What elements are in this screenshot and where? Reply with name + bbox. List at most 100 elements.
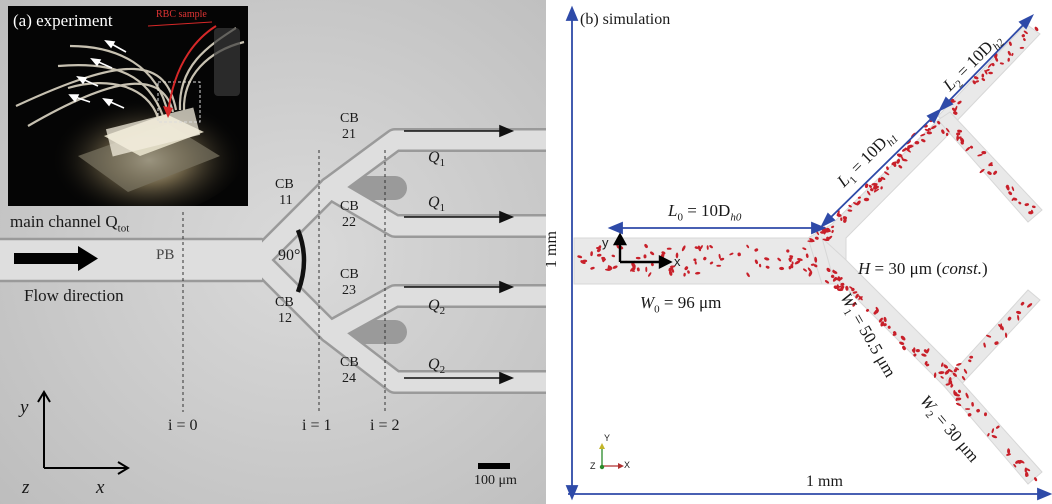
rbc-cell bbox=[802, 247, 807, 250]
rbc-cell bbox=[703, 256, 707, 261]
rbc-cell bbox=[706, 245, 709, 250]
setup-photo bbox=[8, 6, 248, 206]
rbc-cell bbox=[791, 261, 794, 265]
rbc-cell bbox=[1004, 332, 1008, 338]
rbc-cell bbox=[914, 140, 920, 145]
rbc-cell bbox=[1007, 316, 1012, 321]
main-channel-label: main channel Qtot bbox=[10, 212, 130, 235]
rbc-cell bbox=[973, 76, 979, 80]
rbc-cell bbox=[988, 162, 993, 167]
rbc-cell bbox=[991, 428, 995, 434]
rbc-cell bbox=[693, 258, 697, 262]
rbc-cell bbox=[1023, 30, 1028, 35]
angle-label: 90° bbox=[278, 247, 301, 264]
rbc-cell bbox=[758, 263, 762, 268]
rbc-cell bbox=[972, 80, 976, 85]
rbc-cell bbox=[826, 267, 831, 273]
rbc-cell bbox=[991, 435, 998, 439]
rbc-cell bbox=[813, 264, 818, 268]
rbc-cell bbox=[924, 361, 928, 365]
rbc-cell bbox=[953, 111, 958, 115]
rbc-cell bbox=[953, 368, 958, 373]
rbc-cell bbox=[590, 251, 593, 257]
cb22-label: CB 22 bbox=[340, 199, 359, 230]
rbc-cell bbox=[965, 408, 971, 410]
rbc-cell bbox=[1011, 52, 1014, 57]
rbc-cell bbox=[777, 257, 782, 262]
rbc-cell bbox=[995, 57, 999, 62]
local-y-label: y bbox=[602, 235, 609, 250]
rbc-cell bbox=[709, 261, 714, 265]
rbc-cell bbox=[827, 228, 831, 233]
rbc-cell bbox=[849, 286, 853, 290]
simulation-panel: (b) simulation L0 = 10Dh0 L1 = 10Dh1 L2 … bbox=[546, 0, 1052, 504]
rbc-cell bbox=[954, 393, 960, 397]
rbc-cell bbox=[931, 125, 937, 130]
flow-q2-lower: Q2 bbox=[428, 356, 446, 377]
rbc-cell bbox=[981, 151, 987, 155]
flow-q2-upper: Q2 bbox=[428, 297, 446, 318]
rbc-cell bbox=[1026, 468, 1031, 472]
scale-bar bbox=[478, 463, 510, 469]
rbc-cell bbox=[915, 349, 920, 353]
simulation-label: (b) simulation bbox=[580, 11, 671, 28]
rbc-cell bbox=[975, 80, 980, 83]
local-x-label: x bbox=[674, 254, 681, 269]
rbc-cell bbox=[871, 182, 878, 186]
rbc-cell bbox=[635, 256, 641, 260]
pb-label: PB bbox=[156, 247, 175, 263]
red-blood-cells bbox=[577, 26, 1039, 482]
rbc-cell bbox=[1021, 34, 1025, 38]
rbc-cell bbox=[1011, 186, 1015, 192]
rbc-cell bbox=[840, 282, 845, 287]
rbc-cell bbox=[892, 162, 896, 166]
rbc-cell bbox=[979, 168, 985, 174]
rbc-cell bbox=[1024, 467, 1028, 473]
rbc-cell bbox=[847, 209, 853, 212]
rbc-cell bbox=[863, 197, 870, 202]
rbc-cell bbox=[987, 171, 992, 175]
axis-z-label: z bbox=[22, 477, 30, 498]
rbc-cell bbox=[837, 288, 844, 292]
rbc-cell bbox=[926, 131, 932, 135]
rbc-cell bbox=[951, 100, 956, 103]
rbc-cell bbox=[700, 245, 703, 250]
rbc-cell bbox=[650, 251, 655, 256]
rbc-cell bbox=[940, 376, 944, 379]
rbc-cell bbox=[874, 189, 877, 193]
rbc-cell bbox=[981, 73, 985, 78]
rbc-cell bbox=[790, 264, 794, 269]
rbc-cell bbox=[941, 129, 945, 134]
flow-direction-arrow-icon bbox=[14, 246, 98, 271]
rbc-cell bbox=[924, 128, 930, 132]
rbc-cell bbox=[852, 301, 857, 307]
rbc-cell bbox=[683, 272, 686, 277]
flow-q1-lower: Q1 bbox=[428, 194, 446, 215]
simulation-domain bbox=[565, 5, 1052, 501]
rbc-cell bbox=[946, 127, 950, 133]
rbc-cell bbox=[991, 62, 995, 67]
rbc-cell bbox=[837, 276, 841, 282]
rbc-cell bbox=[943, 364, 949, 369]
rbc-cell bbox=[1007, 448, 1011, 455]
rbc-cell bbox=[1017, 314, 1020, 321]
rbc-cell bbox=[788, 266, 792, 270]
rbc-cell bbox=[852, 291, 858, 294]
rbc-cell bbox=[960, 140, 964, 145]
rbc-cell bbox=[764, 257, 770, 261]
rbc-cell bbox=[920, 133, 926, 137]
rbc-cell bbox=[999, 62, 1004, 65]
rbc-cell bbox=[900, 335, 906, 341]
rbc-cell bbox=[1018, 201, 1022, 205]
cb21-label: CB 21 bbox=[340, 111, 359, 142]
generation-i1-label: i = 1 bbox=[302, 417, 332, 434]
rbc-cell bbox=[1024, 472, 1029, 477]
rbc-cell bbox=[880, 321, 885, 327]
axis-x-label: x bbox=[96, 477, 105, 498]
rbc-cell bbox=[921, 138, 926, 143]
rbc-cell bbox=[1013, 463, 1017, 468]
rbc-cell bbox=[880, 176, 886, 180]
rbc-cell bbox=[938, 371, 945, 375]
microchannel-micrograph bbox=[0, 0, 546, 504]
rbc-cell bbox=[994, 341, 999, 345]
